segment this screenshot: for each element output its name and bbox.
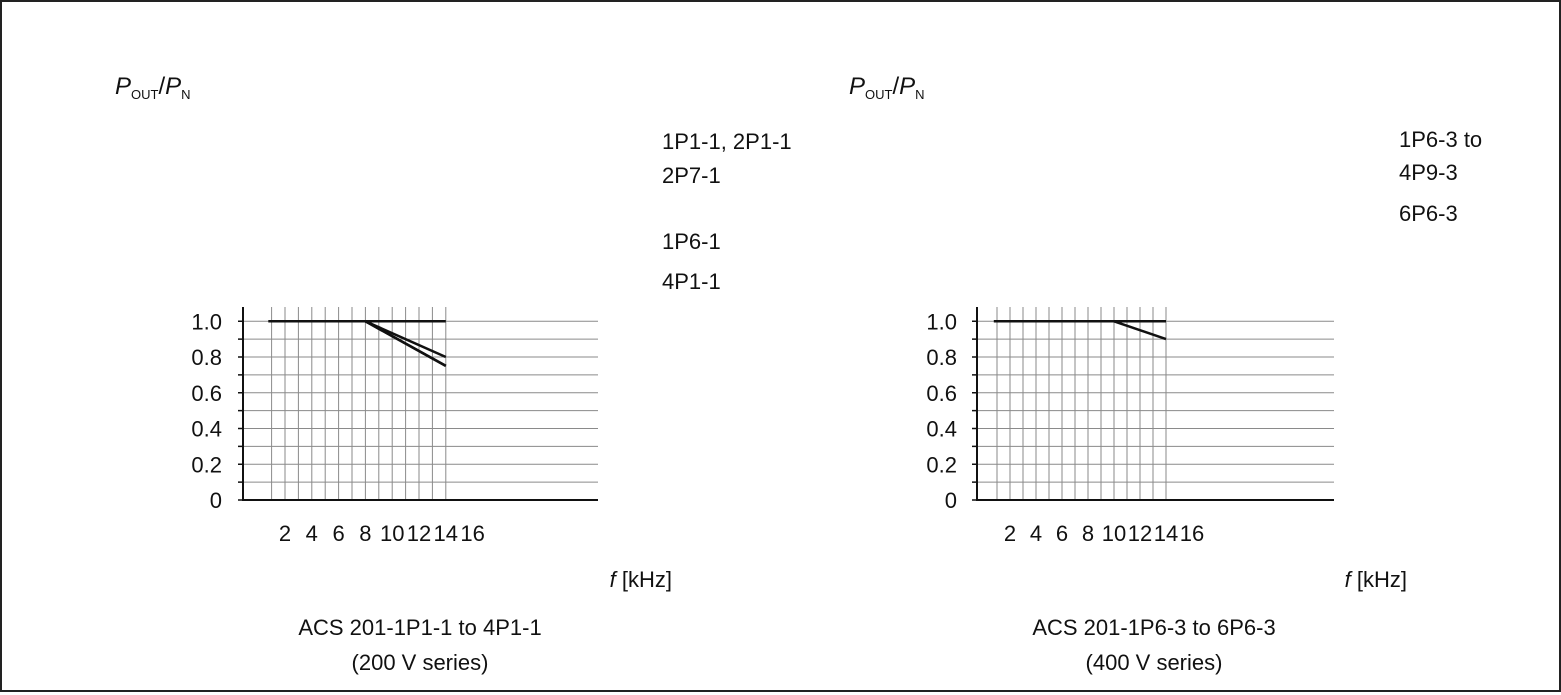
series-label: 1P1-1, 2P1-1	[662, 129, 792, 154]
series-line-4p1-1	[364, 320, 447, 367]
y-tick-label: 1.0	[926, 309, 957, 334]
x-tick-label: 2	[1004, 521, 1016, 546]
x-tick-label: 10	[1102, 521, 1126, 546]
y-axis-label: POUT/PN	[115, 73, 191, 102]
y-tick-label: 0	[210, 488, 222, 513]
chart-2: 0 0.2 0.4 0.6 0.8 1.0 2 4 6 8 10 12 14 16 POUT/PN f [kH…	[849, 73, 1482, 675]
y-tick-label: 0.2	[191, 452, 222, 477]
y-axis-label: POUT/PN	[849, 73, 925, 102]
y-tick-label: 0.8	[191, 345, 222, 370]
x-tick-label: 8	[359, 521, 371, 546]
y-tick-label: 0.8	[926, 345, 957, 370]
y-tick-label: 0.4	[926, 417, 957, 442]
series-label: 4P9-3	[1399, 160, 1458, 185]
x-tick-label: 12	[1128, 521, 1152, 546]
x-axis-label: f [kHz]	[610, 567, 672, 592]
x-tick-label: 4	[1030, 521, 1042, 546]
series-label: 6P6-3	[1399, 201, 1458, 226]
chart-caption: ACS 201-1P6-3 to 6P6-3	[1032, 615, 1275, 640]
x-tick-label: 8	[1082, 521, 1094, 546]
x-tick-label: 16	[460, 521, 484, 546]
x-tick-label: 6	[332, 521, 344, 546]
y-tick-label: 0.6	[191, 381, 222, 406]
series-label: 4P1-1	[662, 269, 721, 294]
y-tick-label: 1.0	[191, 309, 222, 334]
series-label: 2P7-1	[662, 163, 721, 188]
series-label: 1P6-3 to	[1399, 127, 1482, 152]
x-tick-label: 4	[306, 521, 318, 546]
chart-caption: (400 V series)	[1086, 650, 1223, 675]
x-axis-label: f [kHz]	[1345, 567, 1407, 592]
y-tick-label: 0.2	[926, 452, 957, 477]
series-line-6p6-3	[1113, 320, 1167, 341]
series-label: 1P6-1	[662, 229, 721, 254]
chart-1: 0 0.2 0.4 0.6 0.8 1.0 2 4 6 8 10 12 14 16 POUT/PN f [kH…	[115, 73, 792, 675]
y-tick-label: 0.4	[191, 417, 222, 442]
x-tick-label: 2	[279, 521, 291, 546]
x-tick-label: 6	[1056, 521, 1068, 546]
grid	[243, 306, 598, 500]
y-tick-label: 0	[945, 488, 957, 513]
x-tick-label: 16	[1180, 521, 1204, 546]
x-tick-label: 14	[1154, 521, 1178, 546]
chart-caption: ACS 201-1P1-1 to 4P1-1	[298, 615, 541, 640]
x-tick-label: 14	[434, 521, 458, 546]
series-line-2p7-1	[364, 320, 447, 359]
chart-caption: (200 V series)	[352, 650, 489, 675]
x-tick-label: 12	[407, 521, 431, 546]
y-tick-label: 0.6	[926, 381, 957, 406]
x-tick-label: 10	[380, 521, 404, 546]
